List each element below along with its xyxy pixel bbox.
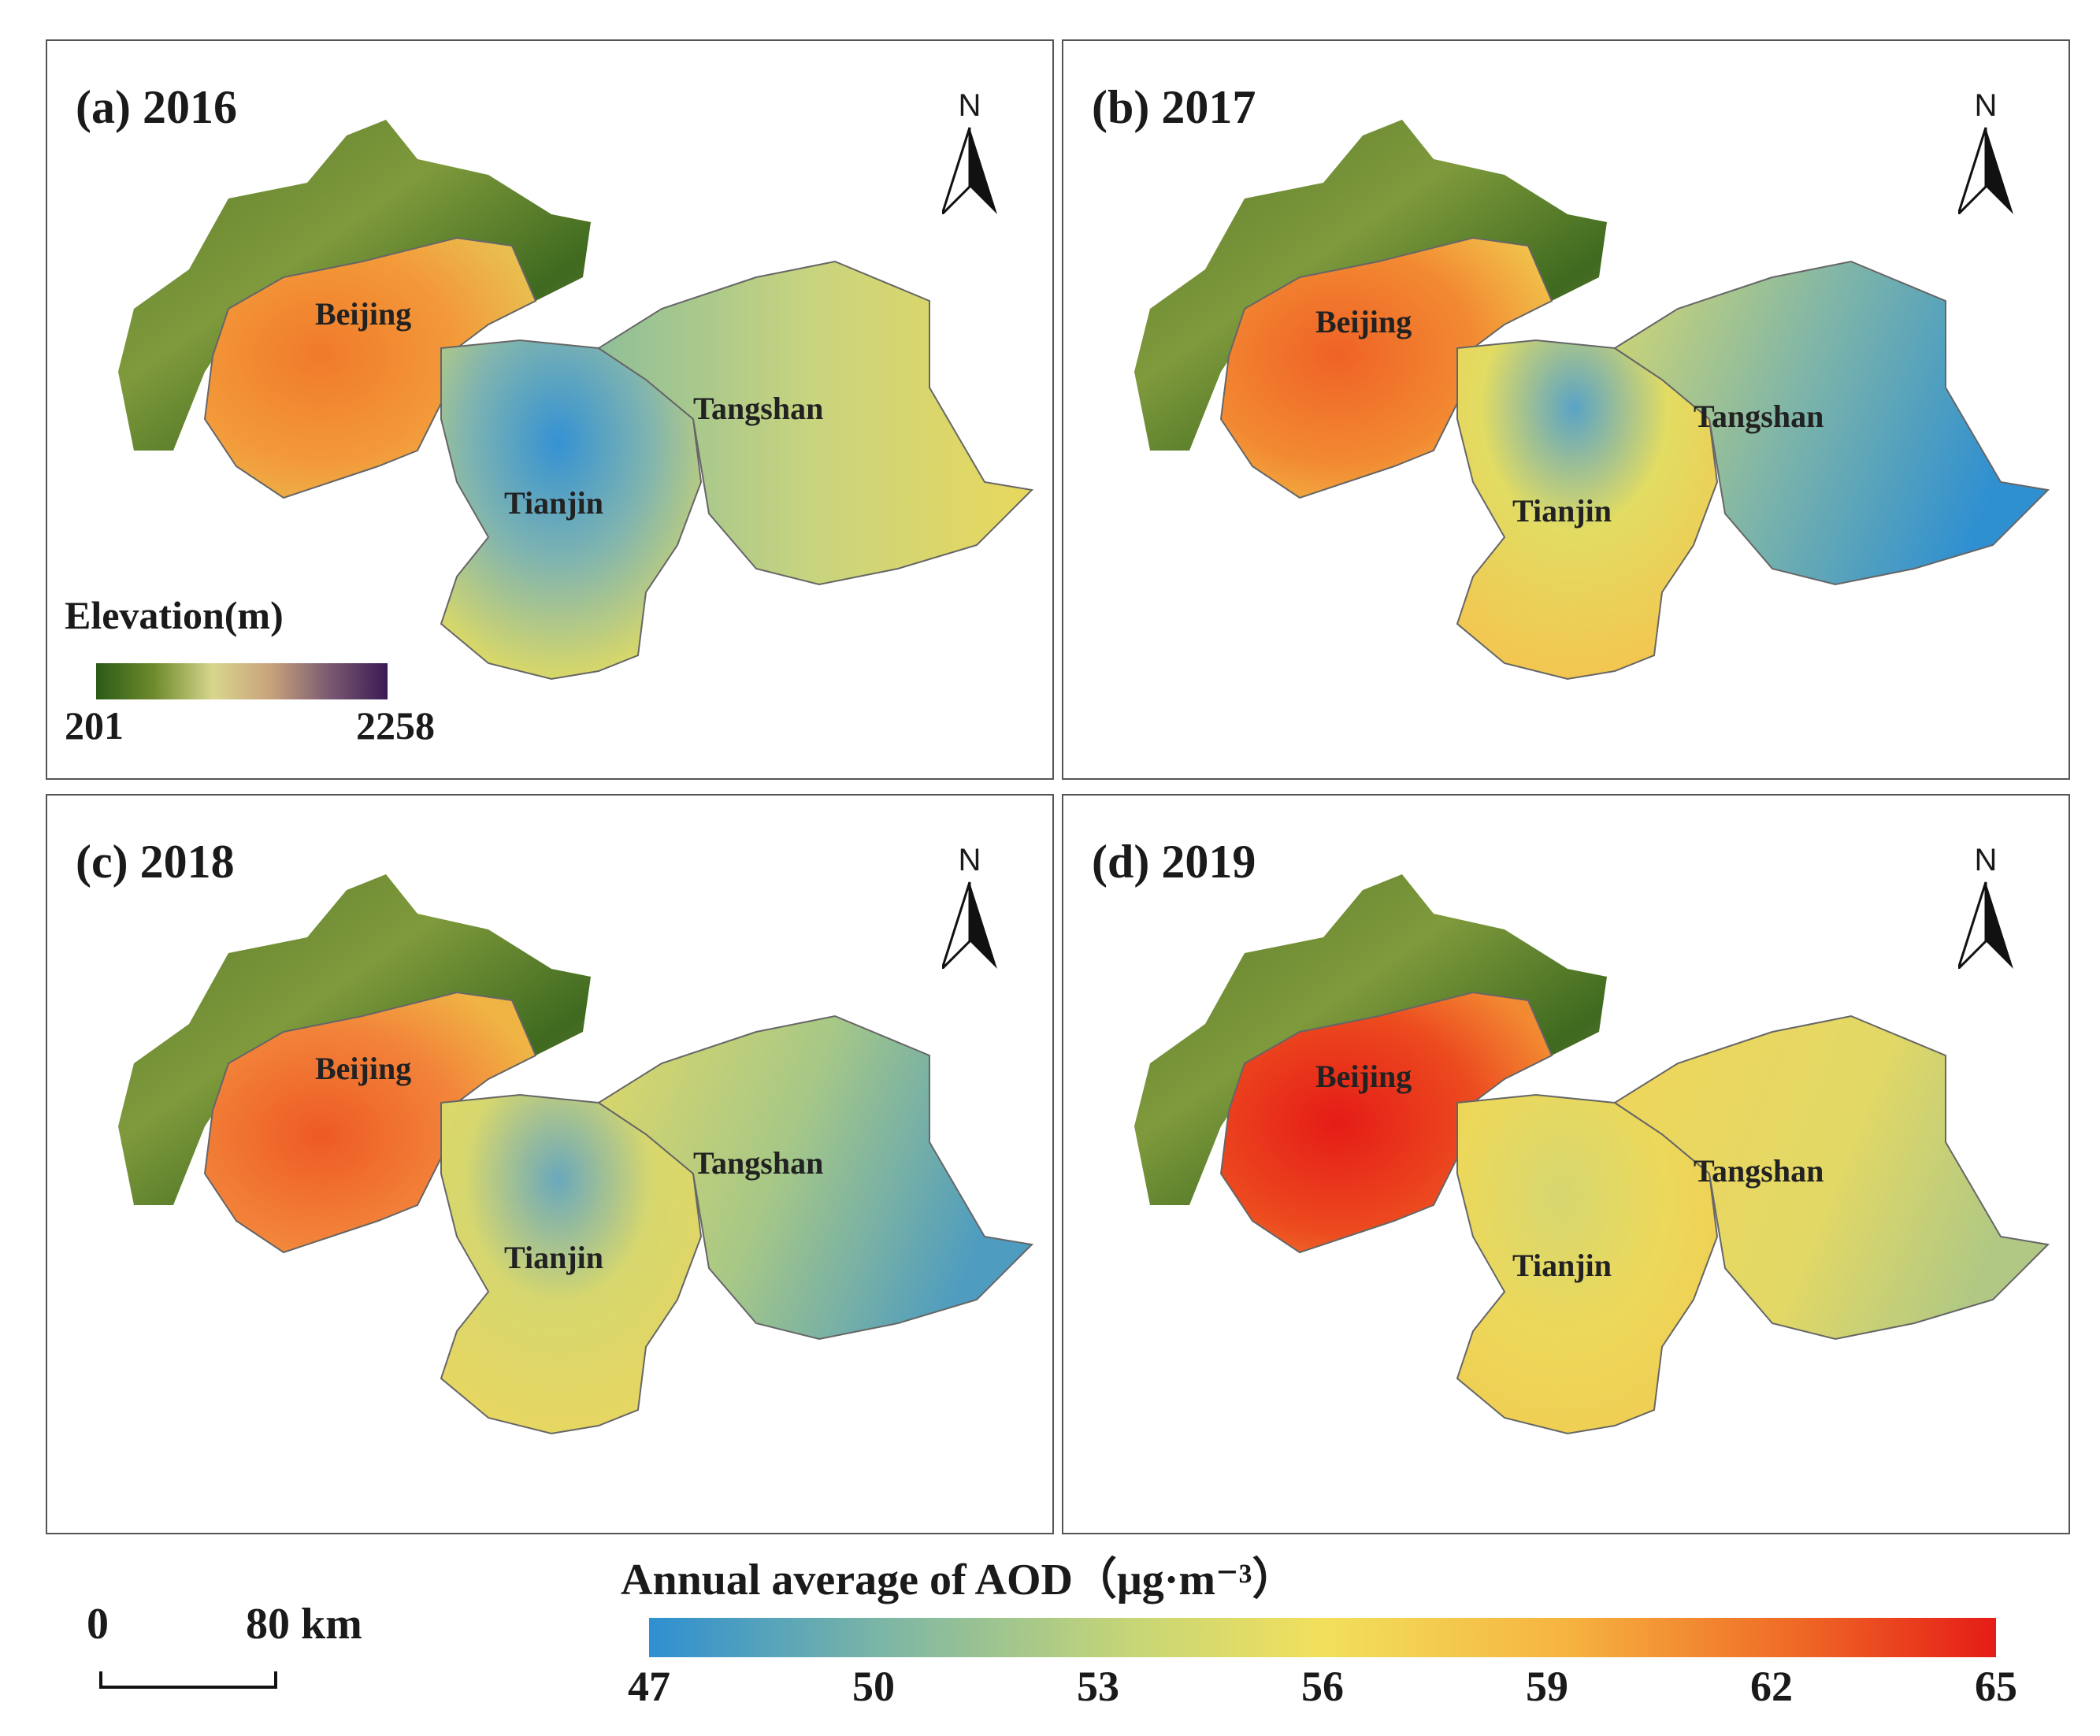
- elevation-legend-title: Elevation(m): [65, 593, 284, 637]
- city-label-tianjin: Tianjin: [1512, 1248, 1612, 1283]
- city-label-tangshan: Tangshan: [693, 391, 823, 426]
- city-label-beijing: Beijing: [1315, 1059, 1412, 1094]
- tangshan-region: [1613, 260, 2050, 586]
- panel-title: (d) 2019: [1092, 836, 1256, 888]
- elevation-legend: Elevation(m) 201 2258: [65, 592, 458, 750]
- scale-line: [101, 1686, 276, 1689]
- elevation-max-label: 2258: [356, 703, 435, 747]
- city-label-beijing: Beijing: [315, 1051, 411, 1086]
- city-label-tianjin: Tianjin: [1512, 493, 1612, 529]
- north-arrow: N: [942, 843, 997, 969]
- terrain-region: [1134, 120, 1607, 451]
- scale-tick-left: [99, 1671, 102, 1689]
- map-panel-2017: Beijing Tianjin Tangshan (b) 2017 N: [1062, 39, 2070, 780]
- map-panel-2019: Beijing Tianjin Tangshan (d) 2019 N: [1062, 794, 2070, 1534]
- scale-zero-label: 0: [87, 1600, 109, 1649]
- map-panel-2016: Beijing Tianjin Tangshan (a) 2016 N Elev…: [46, 39, 1054, 780]
- city-label-tianjin: Tianjin: [504, 1240, 603, 1275]
- scale-bar: 0 80 km: [79, 1599, 457, 1701]
- terrain-region: [118, 874, 591, 1205]
- north-arrow-icon: [942, 881, 997, 969]
- north-label: N: [1974, 88, 1998, 123]
- city-label-tangshan: Tangshan: [1694, 1153, 1824, 1189]
- map-2018: Beijing Tianjin Tangshan: [118, 874, 1034, 1435]
- city-label-beijing: Beijing: [1315, 304, 1412, 339]
- aod-tick-label: 53: [1077, 1663, 1119, 1710]
- aod-legend: Annual average of AOD（μg·m⁻³） 47 50 53 56 59…: [614, 1544, 2032, 1725]
- scale-tick-right: [274, 1671, 277, 1689]
- north-arrow: N: [1958, 88, 2013, 214]
- north-label: N: [958, 88, 981, 123]
- city-label-beijing: Beijing: [315, 296, 411, 332]
- map-2017: Beijing Tianjin Tangshan: [1134, 120, 2050, 681]
- panel-title: (b) 2017: [1092, 81, 1256, 133]
- city-label-tangshan: Tangshan: [693, 1145, 823, 1181]
- map-2019: Beijing Tianjin Tangshan: [1134, 874, 2050, 1435]
- scale-distance-label: 80 km: [246, 1600, 362, 1649]
- aod-tick-label: 59: [1526, 1663, 1568, 1710]
- tangshan-region: [597, 1015, 1034, 1341]
- panel-title: (c) 2018: [76, 836, 235, 888]
- north-arrow-icon: [1958, 881, 2013, 969]
- aod-tick-label: 62: [1750, 1663, 1793, 1710]
- terrain-region: [118, 120, 591, 451]
- tangshan-region: [597, 260, 1034, 586]
- city-label-tianjin: Tianjin: [504, 485, 603, 521]
- city-label-tangshan: Tangshan: [1694, 399, 1824, 434]
- aod-legend-title: Annual average of AOD（μg·m⁻³）: [621, 1556, 1297, 1604]
- aod-tick-label: 47: [628, 1663, 670, 1710]
- aod-tick-label: 65: [1975, 1663, 2017, 1710]
- terrain-region: [1134, 874, 1607, 1205]
- north-arrow: N: [1958, 843, 2013, 969]
- map-panel-2018: Beijing Tianjin Tangshan (c) 2018 N: [46, 794, 1054, 1534]
- aod-colorbar: [649, 1618, 1996, 1657]
- north-label: N: [958, 843, 981, 877]
- north-arrow: N: [942, 88, 997, 214]
- panel-title: (a) 2016: [76, 81, 237, 133]
- north-arrow-icon: [942, 127, 997, 214]
- north-label: N: [1974, 843, 1998, 877]
- aod-tick-label: 56: [1301, 1663, 1344, 1710]
- tangshan-region: [1613, 1015, 2050, 1341]
- elevation-colorbar: [96, 663, 388, 699]
- north-arrow-icon: [1958, 127, 2013, 214]
- elevation-min-label: 201: [65, 703, 124, 747]
- aod-tick-label: 50: [852, 1663, 895, 1710]
- map-2016: Beijing Tianjin Tangshan: [118, 120, 1034, 681]
